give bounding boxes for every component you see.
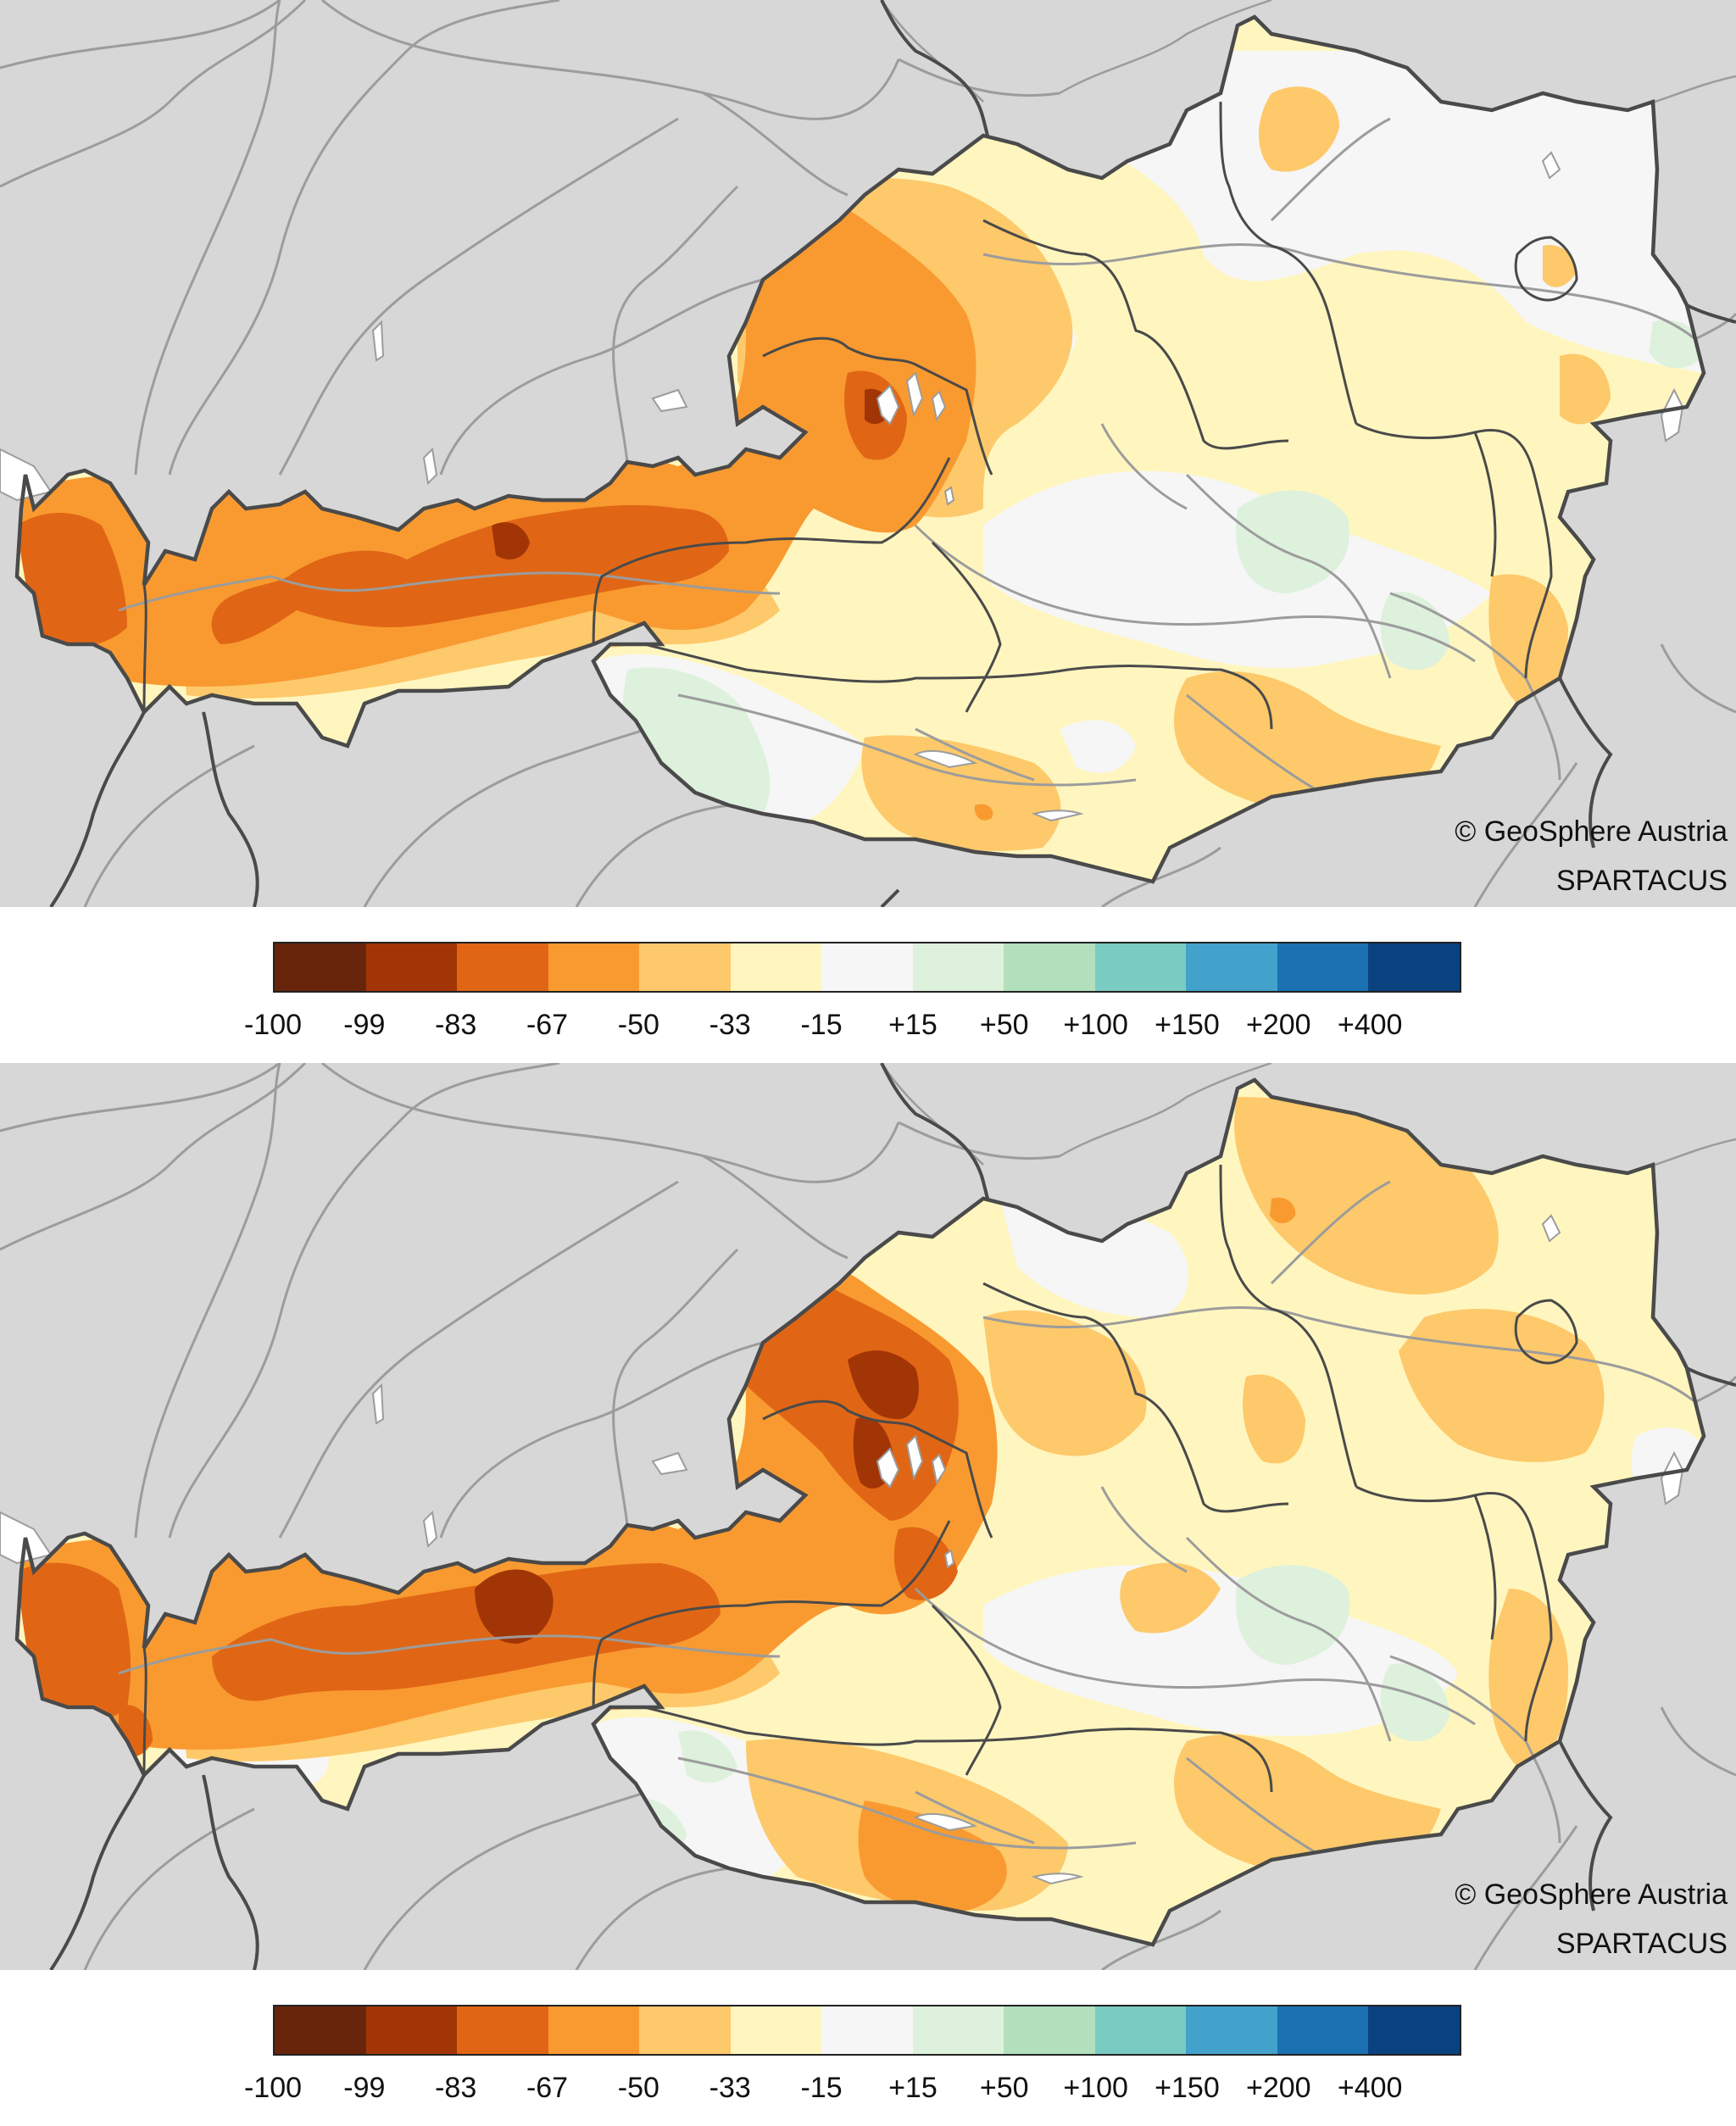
legend-tick-label: -33 bbox=[709, 2072, 751, 2104]
legend-tick-label: +150 bbox=[1155, 2072, 1220, 2104]
legend-tick-label: -33 bbox=[709, 1009, 751, 1041]
legend-tick-label: -99 bbox=[343, 2072, 386, 2104]
legend-swatch bbox=[548, 2006, 640, 2054]
legend-tick-label: -99 bbox=[343, 1009, 386, 1041]
legend-tick-label: +400 bbox=[1337, 2072, 1403, 2104]
legend-swatch bbox=[548, 943, 640, 991]
legend-swatch bbox=[912, 2006, 1004, 2054]
legend-tick-label: -67 bbox=[526, 2072, 569, 2104]
legend-swatch bbox=[1277, 2006, 1369, 2054]
precipitation-map-top: © GeoSphere Austria SPARTACUS bbox=[0, 0, 1736, 907]
legend-tick-label: -67 bbox=[526, 1009, 569, 1041]
legend-swatch bbox=[639, 2006, 731, 2054]
legend-tick-label: +50 bbox=[979, 1009, 1029, 1041]
color-legend-bottom: -100 -99 -83 -67 -50 -33 -15 +15 +50 +100 +150 +200… bbox=[0, 1970, 1736, 2126]
legend-swatch bbox=[821, 2006, 913, 2054]
legend-swatch bbox=[1186, 2006, 1277, 2054]
legend-tick-label: -50 bbox=[617, 2072, 659, 2104]
legend-swatch bbox=[1368, 2006, 1460, 2054]
legend-swatch bbox=[912, 943, 1004, 991]
legend-tick-label: +200 bbox=[1246, 2072, 1311, 2104]
legend-tick-label: +50 bbox=[979, 2072, 1029, 2104]
legend-tick-label: -83 bbox=[435, 2072, 477, 2104]
legend-tick-label: -83 bbox=[435, 1009, 477, 1041]
legend-swatch bbox=[457, 2006, 548, 2054]
map-source-top: SPARTACUS bbox=[1555, 865, 1728, 897]
legend-ticks-top: -100 -99 -83 -67 -50 -33 -15 +15 +50 +100 +150 +200… bbox=[0, 1009, 1736, 1051]
legend-swatch bbox=[1277, 943, 1369, 991]
map-source-bottom: SPARTACUS bbox=[1555, 1928, 1728, 1960]
legend-tick-label: +200 bbox=[1246, 1009, 1311, 1041]
legend-swatch bbox=[275, 2006, 366, 2054]
legend-swatch bbox=[1186, 943, 1277, 991]
legend-swatch bbox=[365, 943, 458, 991]
legend-tick-label: -50 bbox=[617, 1009, 659, 1041]
legend-ticks-bottom: -100 -99 -83 -67 -50 -33 -15 +15 +50 +100 +150 +200… bbox=[0, 2072, 1736, 2114]
legend-swatch bbox=[1004, 2006, 1095, 2054]
legend-tick-label: -100 bbox=[243, 2072, 303, 2104]
legend-tick-label: +100 bbox=[1063, 2072, 1128, 2104]
legend-tick-label: +150 bbox=[1155, 1009, 1220, 1041]
legend-swatch bbox=[275, 943, 366, 991]
map-drawing-bottom bbox=[0, 1063, 1736, 1970]
legend-tick-label: +100 bbox=[1063, 1009, 1128, 1041]
legend-tick-label: -15 bbox=[800, 1009, 843, 1041]
legend-bar-bottom bbox=[273, 2005, 1461, 2056]
legend-swatch bbox=[1004, 943, 1095, 991]
color-legend-top: -100 -99 -83 -67 -50 -33 -15 +15 +50 +100 +150 +200… bbox=[0, 907, 1736, 1063]
map-copyright-top: © GeoSphere Austria bbox=[1455, 815, 1728, 848]
legend-swatch bbox=[1094, 943, 1187, 991]
legend-tick-label: +15 bbox=[888, 2072, 938, 2104]
legend-swatch bbox=[730, 943, 822, 991]
legend-swatch bbox=[1368, 943, 1460, 991]
legend-swatch bbox=[1094, 2006, 1187, 2054]
legend-swatch bbox=[639, 943, 731, 991]
legend-tick-label: -15 bbox=[800, 2072, 843, 2104]
legend-bar-top bbox=[273, 942, 1461, 993]
map-drawing-top bbox=[0, 0, 1736, 907]
legend-swatch bbox=[457, 943, 548, 991]
legend-swatch bbox=[821, 943, 913, 991]
legend-tick-label: -100 bbox=[243, 1009, 303, 1041]
map-copyright-bottom: © GeoSphere Austria bbox=[1455, 1878, 1728, 1911]
precipitation-map-bottom: © GeoSphere Austria SPARTACUS bbox=[0, 1063, 1736, 1970]
legend-swatch bbox=[365, 2006, 458, 2054]
legend-tick-label: +400 bbox=[1337, 1009, 1403, 1041]
legend-tick-label: +15 bbox=[888, 1009, 938, 1041]
legend-swatch bbox=[730, 2006, 822, 2054]
